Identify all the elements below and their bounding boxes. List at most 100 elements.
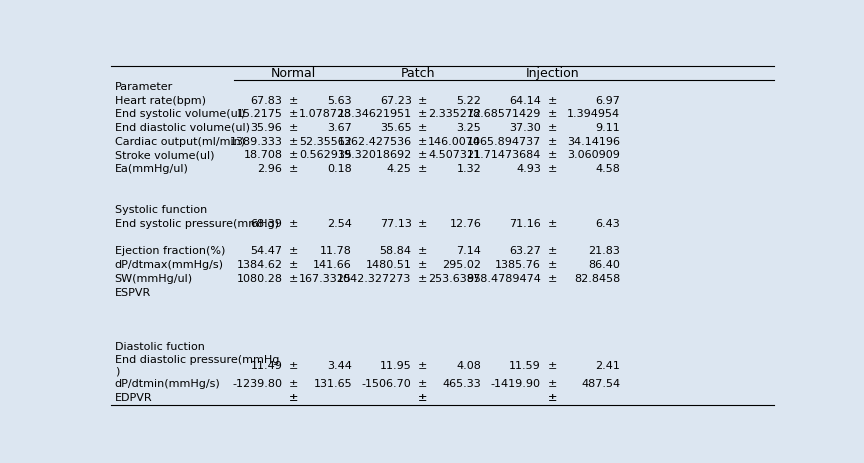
Text: 6.43: 6.43 — [595, 219, 620, 229]
Text: ±: ± — [418, 246, 428, 257]
Text: 131.65: 131.65 — [314, 379, 352, 389]
Text: ±: ± — [548, 274, 557, 284]
Text: ±: ± — [289, 260, 298, 270]
Text: 7.14: 7.14 — [456, 246, 481, 257]
Text: 37.30: 37.30 — [509, 123, 541, 133]
Text: Cardiac output(ml/min): Cardiac output(ml/min) — [115, 137, 245, 147]
Text: ±: ± — [418, 219, 428, 229]
Text: ±: ± — [418, 393, 428, 403]
Text: Systolic function: Systolic function — [115, 205, 207, 215]
Text: ±: ± — [289, 246, 298, 257]
Text: ±: ± — [418, 109, 428, 119]
Text: 295.02: 295.02 — [442, 260, 481, 270]
Text: ±: ± — [548, 123, 557, 133]
Text: Ea(mmHg/ul): Ea(mmHg/ul) — [115, 164, 188, 174]
Text: ±: ± — [418, 274, 428, 284]
Text: ±: ± — [548, 137, 557, 147]
Text: 4.25: 4.25 — [387, 164, 411, 174]
Text: 58.84: 58.84 — [379, 246, 411, 257]
Text: Parameter: Parameter — [115, 82, 173, 92]
Text: 0.562935: 0.562935 — [299, 150, 352, 160]
Text: 3.67: 3.67 — [327, 123, 352, 133]
Text: 64.14: 64.14 — [509, 95, 541, 106]
Text: ±: ± — [548, 246, 557, 257]
Text: 1065.894737: 1065.894737 — [467, 137, 541, 147]
Text: 12.76: 12.76 — [449, 219, 481, 229]
Text: 1362.427536: 1362.427536 — [338, 137, 411, 147]
Text: ±: ± — [418, 379, 428, 389]
Text: ±: ± — [548, 150, 557, 160]
Text: 1080.28: 1080.28 — [237, 274, 283, 284]
Text: ESPVR: ESPVR — [115, 288, 151, 298]
Text: ±: ± — [548, 393, 557, 403]
Text: 2.41: 2.41 — [595, 361, 620, 371]
Text: ±: ± — [548, 379, 557, 389]
Text: 77.13: 77.13 — [380, 219, 411, 229]
Text: ±: ± — [418, 95, 428, 106]
Text: ±: ± — [289, 123, 298, 133]
Text: 3.060909: 3.060909 — [568, 150, 620, 160]
Text: 2.54: 2.54 — [327, 219, 352, 229]
Text: ±: ± — [289, 393, 298, 403]
Text: End systolic pressure(mmHg): End systolic pressure(mmHg) — [115, 219, 279, 229]
Text: 0.18: 0.18 — [327, 164, 352, 174]
Text: ±: ± — [289, 109, 298, 119]
Text: 68.39: 68.39 — [251, 219, 283, 229]
Text: 19.32018692: 19.32018692 — [337, 150, 411, 160]
Text: 63.27: 63.27 — [509, 246, 541, 257]
Text: 15.2175: 15.2175 — [237, 109, 283, 119]
Text: -1419.90: -1419.90 — [491, 379, 541, 389]
Text: 67.23: 67.23 — [380, 95, 411, 106]
Text: 253.6385: 253.6385 — [429, 274, 481, 284]
Text: 1385.76: 1385.76 — [495, 260, 541, 270]
Text: ±: ± — [289, 274, 298, 284]
Text: 11.49: 11.49 — [251, 361, 283, 371]
Text: ±: ± — [289, 393, 298, 403]
Text: ±: ± — [418, 137, 428, 147]
Text: 146.0074: 146.0074 — [429, 137, 481, 147]
Text: Heart rate(bpm): Heart rate(bpm) — [115, 95, 206, 106]
Text: 67.83: 67.83 — [251, 95, 283, 106]
Text: 6.97: 6.97 — [595, 95, 620, 106]
Text: ±: ± — [548, 109, 557, 119]
Text: 52.35562: 52.35562 — [299, 137, 352, 147]
Text: 11.78: 11.78 — [320, 246, 352, 257]
Text: 18.34621951: 18.34621951 — [338, 109, 411, 119]
Text: ±: ± — [548, 219, 557, 229]
Text: 978.4789474: 978.4789474 — [466, 274, 541, 284]
Text: ±: ± — [548, 260, 557, 270]
Text: 1384.62: 1384.62 — [237, 260, 283, 270]
Text: dP/dtmin(mmHg/s): dP/dtmin(mmHg/s) — [115, 379, 220, 389]
Text: 86.40: 86.40 — [588, 260, 620, 270]
Text: Injection: Injection — [525, 67, 579, 80]
Text: -1239.80: -1239.80 — [232, 379, 283, 389]
Text: 21.83: 21.83 — [588, 246, 620, 257]
Text: -1506.70: -1506.70 — [362, 379, 411, 389]
Text: Stroke volume(ul): Stroke volume(ul) — [115, 150, 214, 160]
Text: 54.47: 54.47 — [251, 246, 283, 257]
Text: 1.078723: 1.078723 — [299, 109, 352, 119]
Text: 1042.327273: 1042.327273 — [337, 274, 411, 284]
Text: 35.65: 35.65 — [380, 123, 411, 133]
Text: 487.54: 487.54 — [581, 379, 620, 389]
Text: Ejection fraction(%): Ejection fraction(%) — [115, 246, 225, 257]
Text: 2.96: 2.96 — [257, 164, 283, 174]
Text: Patch: Patch — [401, 67, 435, 80]
Text: 3.25: 3.25 — [456, 123, 481, 133]
Text: ±: ± — [289, 219, 298, 229]
Text: ±: ± — [548, 164, 557, 174]
Text: 1480.51: 1480.51 — [365, 260, 411, 270]
Text: 35.96: 35.96 — [251, 123, 283, 133]
Text: 167.3325: 167.3325 — [299, 274, 352, 284]
Text: ±: ± — [418, 164, 428, 174]
Text: SW(mmHg/ul): SW(mmHg/ul) — [115, 274, 193, 284]
Text: 1389.333: 1389.333 — [230, 137, 283, 147]
Text: Diastolic fuction: Diastolic fuction — [115, 342, 205, 352]
Text: End systolic volume(ul): End systolic volume(ul) — [115, 109, 245, 119]
Text: ±: ± — [289, 95, 298, 106]
Text: ±: ± — [289, 379, 298, 389]
Text: ±: ± — [289, 137, 298, 147]
Text: 4.58: 4.58 — [595, 164, 620, 174]
Text: 21.71473684: 21.71473684 — [467, 150, 541, 160]
Text: 2.335272: 2.335272 — [428, 109, 481, 119]
